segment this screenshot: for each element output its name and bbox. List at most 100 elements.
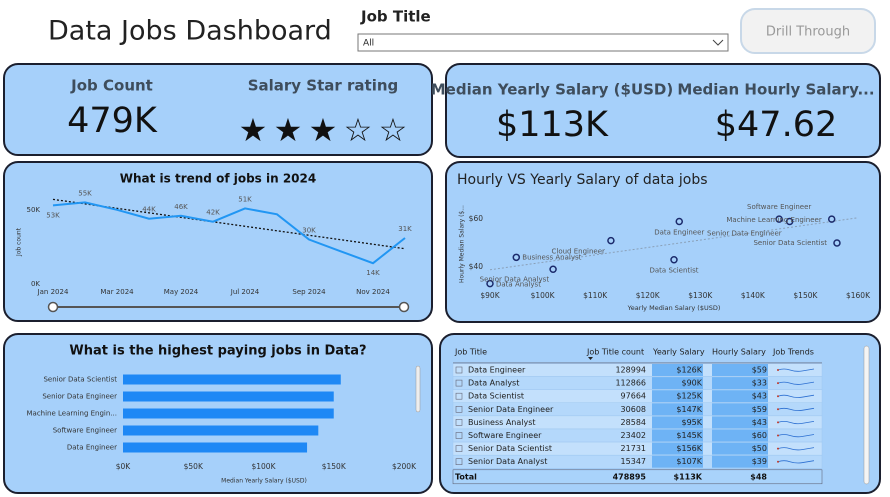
sort-arrow [588,357,593,360]
data-label: 14K [366,269,380,277]
x-tick-label: Jan 2024 [37,288,69,296]
data-label: 42K [206,209,220,217]
column-header: Job Title count [586,348,644,357]
star: ★ [309,111,338,149]
expand-icon[interactable] [455,366,463,374]
kpi-value: $47.62 [715,105,837,145]
y-tick-label: Machine Learning Engin... [26,410,117,418]
expand-icon[interactable] [455,432,463,439]
x-tick-label: $120K [636,291,661,300]
table-cell: Data Analyst [468,379,519,388]
sparkline-dot [777,460,779,463]
y-tick-label: 0K [31,280,40,288]
cell-bar [652,390,703,403]
table-cell: $43 [752,392,767,401]
table-cell: 15347 [621,457,646,466]
column-header: Hourly Salary [712,348,766,357]
data-label: 30K [302,227,316,235]
point-label: Business Analyst [522,253,581,261]
y-tick-label: Senior Data Engineer [42,393,117,401]
cell-bar [712,429,768,442]
point-label: Machine Learning Engineer [726,216,821,224]
bar [123,442,308,453]
sparkline [777,447,815,451]
cell-bar [712,377,768,390]
data-label: 44K [142,206,156,214]
table-cell: $59 [752,366,767,375]
slider-handle[interactable] [47,301,59,313]
sparkline-dot [777,395,779,398]
y-tick-label: 50K [27,206,41,214]
table-cell: 23402 [621,431,646,440]
sparkline [777,421,815,425]
x-tick-label: $150K [793,291,818,300]
total-cell: $113K [674,472,703,481]
scatter-point [670,255,678,264]
x-tick-label: $130K [688,291,713,300]
dashboard-title: Data Jobs Dashboard [48,16,332,47]
scatter-panel [445,161,881,323]
point-label: Data Engineer [654,229,704,237]
scatter-point [607,236,615,245]
scatter-point [486,279,494,288]
scatter-point [512,253,521,262]
x-tick-label: $100K [531,291,556,300]
cell-bar [652,403,703,416]
cell-bar [652,429,703,442]
table-cell: Data Scientist [468,392,524,401]
expand-icon[interactable] [455,419,463,426]
table-cell: $60 [752,431,767,440]
x-axis-label: Median Yearly Salary ($USD) [221,478,307,485]
table-cell: $90K [681,379,702,388]
point-label: Software Engineer [747,203,811,211]
star: ★ [274,111,303,149]
data-label: 46K [174,203,188,211]
sparkline [777,460,815,464]
scatter-point [675,217,684,226]
x-tick-label: $90K [480,291,500,300]
expand-icon[interactable] [455,458,463,466]
chart-title: What is trend of jobs in 2024 [120,172,316,186]
star: ★ [239,111,268,149]
table-cell: 30608 [621,405,646,414]
chart-title: Hourly VS Yearly Salary of data jobs [457,172,708,188]
sparkline-dot [777,447,779,450]
kpi-label: Median Hourly Salary... [677,81,874,99]
x-tick-label: Nov 2024 [356,288,390,296]
table-cell: Senior Data Analyst [468,457,547,466]
point-label: Senior Data Engineer [707,230,782,238]
expand-icon[interactable] [455,392,463,400]
table-cell: $145K [676,431,702,440]
kpi-card [3,63,433,156]
point-label: Senior Data Scientist [753,239,827,247]
total-cell: Total [455,472,477,481]
scrollbar [863,345,870,485]
data-label: 31K [398,225,412,233]
point-label: Senior Data Analyst [480,275,550,283]
cell-bar [712,403,768,416]
table-cell: $50 [752,444,767,453]
cell-bar [652,416,703,429]
x-tick-label: Mar 2024 [100,288,134,296]
x-tick-label: $110K [583,291,608,300]
table-cell: $39 [752,457,767,466]
x-tick-label: Jul 2024 [230,288,260,296]
y-axis-label: Job count [16,227,23,257]
x-tick-label: Sep 2024 [292,288,326,296]
y-tick-label: $40 [469,262,484,271]
table-cell: 21731 [621,444,646,453]
expand-icon[interactable] [455,379,463,387]
x-tick-label: $160K [846,291,871,300]
table-cell: $126K [676,366,702,375]
scatter-point [833,239,841,247]
slider-handle[interactable] [398,301,410,313]
expand-icon[interactable] [455,405,463,413]
slicer-dropdown[interactable] [357,33,729,52]
table-cell: 112866 [615,379,646,388]
bar [123,391,334,402]
total-row [452,469,823,485]
sparkline [777,381,815,385]
drill-button[interactable] [740,8,876,54]
expand-icon[interactable] [455,445,463,452]
sparkline [777,368,815,372]
